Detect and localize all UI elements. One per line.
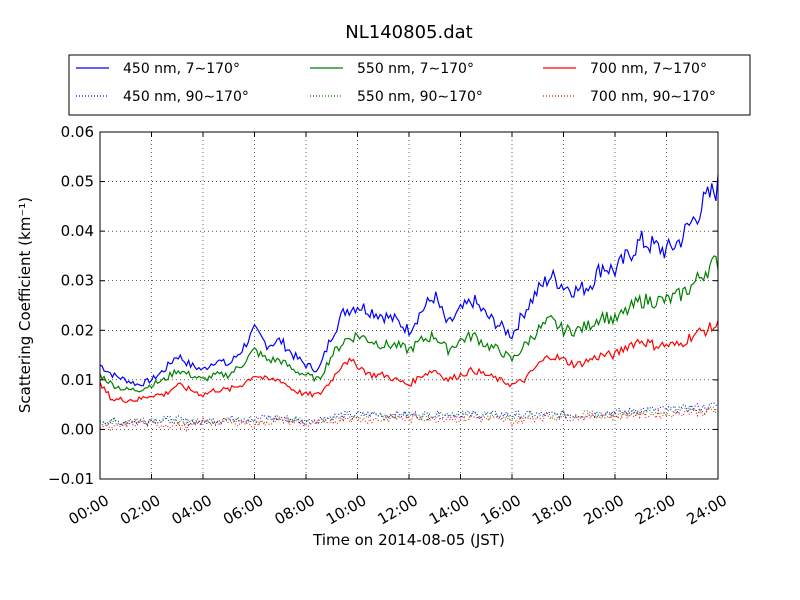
legend-label: 450 nm, 7∼170° <box>123 61 240 77</box>
y-tick-label: −0.01 <box>48 470 94 488</box>
x-axis-label: Time on 2014-08-05 (JST) <box>312 531 505 549</box>
y-tick-label: 0.00 <box>61 420 94 438</box>
series-line <box>99 320 719 403</box>
y-axis-label: Scattering Coefficient (km⁻¹) <box>16 197 34 413</box>
legend-label: 550 nm, 90∼170° <box>357 89 483 105</box>
y-tick-label: 0.03 <box>61 272 94 290</box>
legend-label: 700 nm, 90∼170° <box>590 89 716 105</box>
y-tick-label: 0.06 <box>61 123 94 141</box>
legend-label: 450 nm, 90∼170° <box>123 89 249 105</box>
y-tick-label: 0.05 <box>61 173 94 191</box>
series-line <box>99 404 719 428</box>
series-group <box>99 175 719 433</box>
series-line <box>99 255 719 393</box>
y-tick-label: 0.01 <box>61 371 94 389</box>
y-tick-label: 0.04 <box>61 222 94 240</box>
legend-label: 550 nm, 7∼170° <box>357 61 474 77</box>
grid <box>100 132 718 479</box>
series-line <box>99 406 719 433</box>
chart-title: NL140805.dat <box>345 22 472 43</box>
legend-label: 700 nm, 7∼170° <box>590 61 707 77</box>
plot-area <box>100 132 718 479</box>
legend-frame <box>68 54 751 116</box>
y-tick-label: 0.02 <box>61 321 94 339</box>
series-line <box>99 175 719 387</box>
legend: 450 nm, 7∼170° 550 nm, 7∼170° 700 nm, 7∼17… <box>68 54 751 116</box>
